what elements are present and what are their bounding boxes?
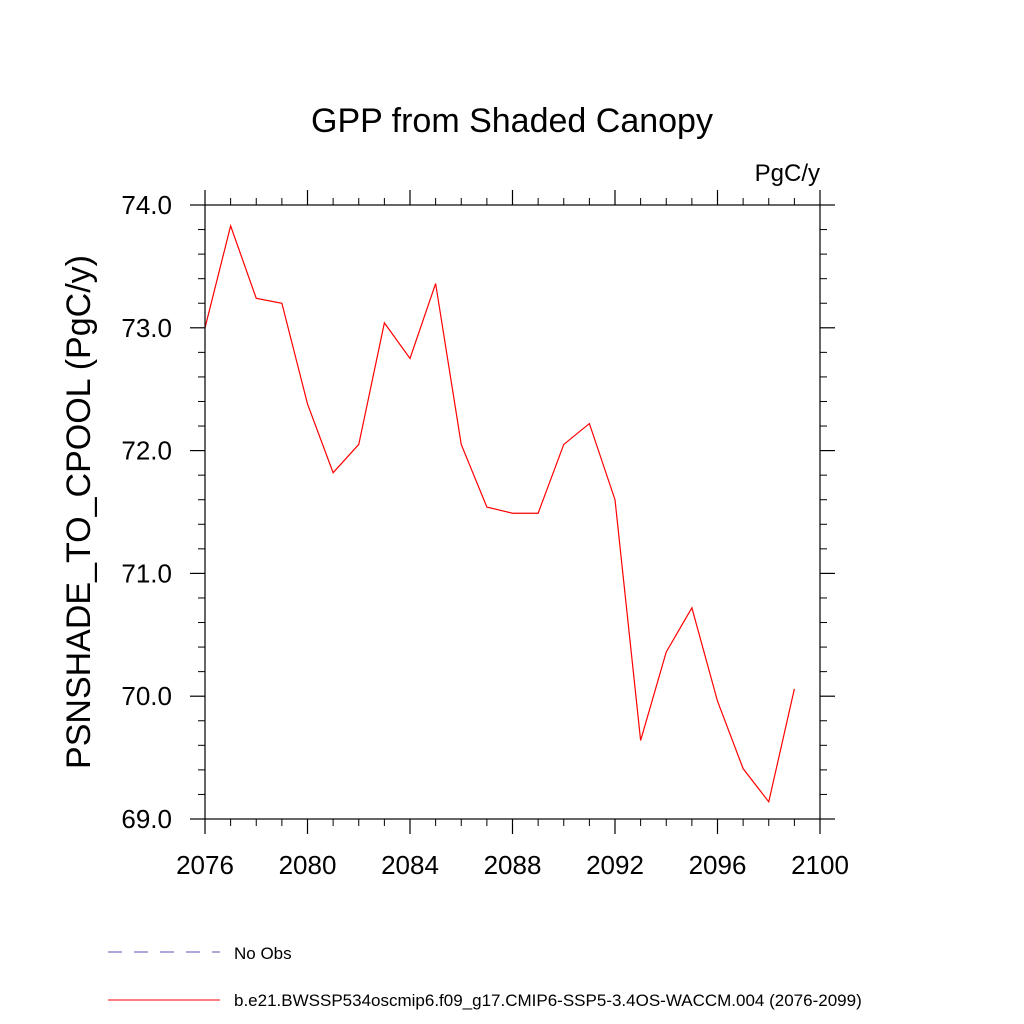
y-tick-label: 73.0 — [121, 313, 172, 343]
axis-ticks — [190, 190, 835, 834]
units-label: PgC/y — [755, 160, 820, 187]
y-tick-label: 74.0 — [121, 190, 172, 220]
x-tick-label: 2096 — [689, 850, 747, 880]
legend-label-series: b.e21.BWSSP534oscmip6.f09_g17.CMIP6-SSP5… — [234, 991, 862, 1010]
chart-title: GPP from Shaded Canopy — [311, 102, 713, 140]
plot-frame — [204, 204, 821, 820]
y-tick-label: 70.0 — [121, 681, 172, 711]
y-tick-label: 72.0 — [121, 436, 172, 466]
series-line-0 — [204, 223, 795, 804]
y-tick-label: 69.0 — [121, 804, 172, 834]
legend-label-no-obs: No Obs — [234, 944, 292, 963]
x-tick-label: 2100 — [791, 850, 849, 880]
x-tick-label: 2088 — [484, 850, 542, 880]
y-tick-labels: 69.0 70.0 71.0 72.0 73.0 74.0 — [121, 190, 172, 834]
series-group — [204, 223, 795, 804]
x-tick-label: 2092 — [586, 850, 644, 880]
x-tick-label: 2084 — [381, 850, 439, 880]
x-tick-labels: 2076 2080 2084 2088 2092 2096 2100 — [176, 850, 849, 880]
y-axis-label: PSNSHADE_TO_CPOOL (PgC/y) — [60, 255, 98, 769]
x-tick-label: 2076 — [176, 850, 234, 880]
y-tick-label: 71.0 — [121, 558, 172, 588]
legend: No Obs b.e21.BWSSP534oscmip6.f09_g17.CMI… — [108, 944, 862, 1010]
x-tick-label: 2080 — [279, 850, 337, 880]
